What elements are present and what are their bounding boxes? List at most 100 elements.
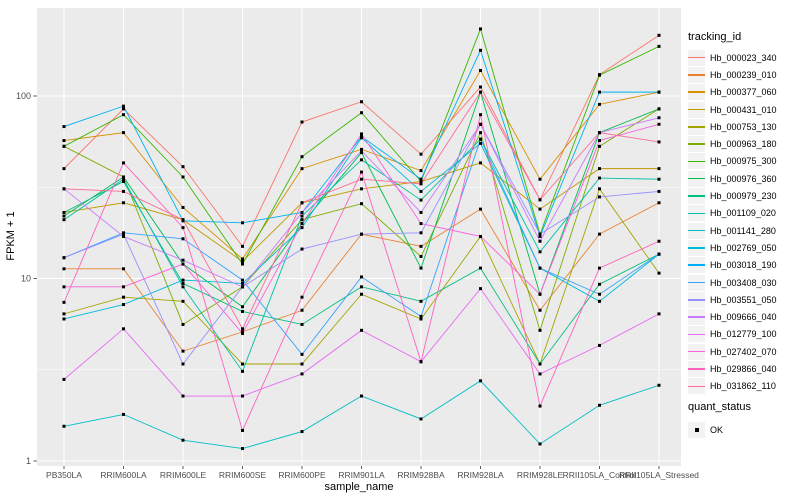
data-point — [538, 207, 542, 211]
data-point — [360, 285, 363, 289]
data-point — [62, 144, 66, 148]
data-point — [62, 424, 66, 428]
legend-item-label: Hb_027402_070 — [710, 346, 777, 357]
data-point — [360, 170, 363, 174]
y-axis-title: FPKM + 1 — [5, 211, 17, 261]
data-point — [62, 214, 66, 218]
legend-key-box — [688, 222, 705, 239]
data-point — [300, 308, 304, 312]
data-point — [657, 201, 661, 205]
data-point — [538, 308, 542, 312]
legend-key-box — [688, 421, 705, 438]
data-point — [122, 189, 125, 193]
legend-item-label: Hb_000431_010 — [710, 104, 777, 115]
legend-item-label: Hb_001141_280 — [710, 225, 776, 236]
data-point — [241, 257, 244, 261]
x-tick-label: RRIM600LA — [100, 470, 147, 480]
legend-key-box — [688, 360, 705, 377]
data-point — [300, 295, 304, 299]
data-point — [360, 158, 363, 162]
x-tick-label: PB350LA — [46, 470, 82, 480]
data-point — [300, 352, 304, 356]
legend-key-box — [688, 378, 705, 395]
legend-line-icon — [688, 91, 705, 93]
data-point — [122, 327, 125, 331]
legend-line-icon — [688, 108, 705, 111]
data-point — [300, 222, 304, 226]
data-point — [538, 292, 542, 296]
data-point — [181, 165, 185, 169]
data-point — [598, 292, 601, 296]
legend-line-icon — [688, 333, 705, 336]
data-point — [657, 33, 661, 37]
data-point — [598, 131, 601, 135]
data-point — [181, 205, 185, 209]
data-point — [598, 90, 601, 94]
data-point — [360, 187, 363, 191]
data-point — [62, 125, 66, 129]
data-point — [598, 144, 601, 148]
data-point — [479, 90, 482, 94]
data-point — [181, 322, 185, 326]
data-point — [300, 430, 304, 434]
data-point — [241, 285, 244, 289]
legend-item-Hb_009666_040: Hb_009666_040 — [688, 308, 777, 326]
data-point — [360, 292, 363, 296]
data-point — [241, 305, 244, 309]
legend-key-box — [688, 274, 705, 291]
legend-item-label: Hb_000975_300 — [710, 156, 777, 167]
data-point — [538, 362, 542, 366]
x-tick-label: RRIM928LA — [457, 470, 504, 480]
legend-key-box — [688, 101, 705, 118]
data-point — [598, 73, 601, 77]
data-point — [419, 222, 423, 226]
legend-key-box — [688, 291, 705, 308]
data-point — [122, 285, 125, 289]
data-point — [241, 447, 244, 451]
data-point — [181, 299, 185, 303]
legend-line-icon — [688, 160, 705, 163]
legend-key-box — [688, 188, 705, 205]
data-point — [657, 239, 661, 243]
legend-key-box — [688, 66, 705, 83]
legend-line-icon — [688, 299, 705, 301]
data-point — [598, 139, 601, 143]
data-point — [122, 107, 125, 111]
legend-key-box — [688, 170, 705, 187]
data-point — [419, 182, 423, 186]
data-point — [598, 232, 601, 236]
legend-line-icon — [688, 212, 705, 215]
legend-line-icon — [688, 316, 705, 318]
data-point — [598, 195, 601, 199]
legend-item-Hb_002769_050: Hb_002769_050 — [688, 239, 777, 256]
data-point — [419, 152, 423, 156]
legend-item-Hb_000963_180: Hb_000963_180 — [688, 135, 777, 153]
data-point — [538, 232, 542, 236]
legend-item-Hb_031862_110: Hb_031862_110 — [688, 378, 777, 395]
data-point — [419, 314, 423, 318]
data-point — [122, 295, 125, 299]
data-point — [360, 149, 363, 153]
data-point — [538, 442, 542, 446]
data-point — [122, 234, 125, 238]
data-point — [300, 120, 304, 124]
legend-item-label: Hb_029866_040 — [710, 363, 777, 374]
data-point — [241, 262, 244, 266]
data-point — [598, 187, 601, 191]
data-point — [479, 266, 482, 270]
data-point — [419, 417, 423, 421]
legend-item-label: Hb_000976_360 — [710, 173, 777, 184]
x-tick-label: RRIM928BA — [397, 470, 445, 480]
legend-key-box — [688, 84, 705, 101]
legend-item-Hb_000239_010: Hb_000239_010 — [688, 66, 777, 83]
legend-item-label: OK — [710, 424, 724, 435]
data-point — [122, 177, 125, 181]
data-point — [419, 169, 423, 173]
data-point — [360, 232, 363, 236]
data-point — [657, 140, 661, 144]
data-point — [419, 210, 423, 214]
data-point — [62, 267, 66, 271]
data-point — [657, 271, 661, 275]
data-point — [538, 328, 542, 332]
data-point — [122, 131, 125, 135]
